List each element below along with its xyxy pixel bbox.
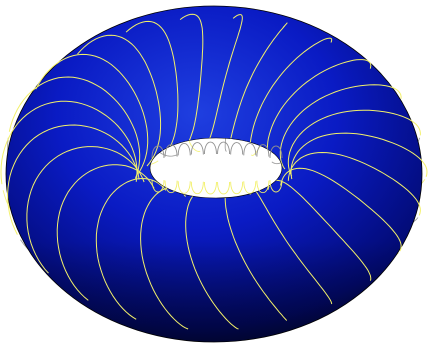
field-line-front-23-0 — [287, 109, 421, 177]
field-line-front-1-1 — [418, 206, 421, 216]
field-line-front-5-1 — [268, 299, 288, 321]
hole-loop-bottom-7 — [243, 181, 257, 194]
hole-loop-bottom-1 — [164, 180, 178, 194]
field-line-front-21-0 — [266, 59, 372, 161]
torus-hole-outline — [149, 137, 283, 199]
field-line-front-20-0 — [249, 37, 333, 155]
field-line-front-12-0 — [0, 100, 138, 182]
hole-loop-top-1 — [164, 144, 178, 157]
field-line-front-6-1 — [213, 303, 239, 330]
field-line-front-17-0 — [179, 13, 204, 154]
field-line-front-14-0 — [35, 53, 149, 175]
torus-rim-shadow — [6, 6, 422, 342]
field-line-front-10-0 — [26, 146, 145, 239]
field-line-front-6-0 — [185, 191, 215, 305]
field-line-front-7-0 — [140, 187, 186, 300]
hole-loop-bottom-9 — [269, 179, 283, 193]
hole-field-lines — [151, 141, 283, 195]
hole-loop-top-9 — [269, 145, 283, 159]
hole-loop-bottom-2 — [177, 181, 191, 194]
field-line-front-13-0 — [8, 76, 141, 179]
hole-loop-bottom-4 — [203, 181, 217, 195]
field-line-front-2-1 — [398, 237, 402, 252]
field-line-front-9-1 — [62, 265, 89, 301]
hole-loop-top-5 — [217, 141, 231, 155]
hole-loop-top-2 — [177, 142, 191, 156]
hole-loop-top-3 — [190, 142, 204, 155]
field-line-front-0-1 — [425, 171, 428, 177]
hole-loop-bottom-6 — [230, 181, 244, 195]
field-line-front-11-0 — [7, 124, 140, 207]
field-line-front-22-0 — [279, 84, 402, 170]
hole-loop-bottom-5 — [217, 181, 231, 195]
field-line-front-3-1 — [364, 265, 372, 281]
hole-loop-top-4 — [203, 141, 217, 155]
field-line-front-4-1 — [320, 286, 333, 305]
field-line-front-15-0 — [77, 34, 162, 167]
hole-loop-top-0 — [151, 145, 165, 159]
field-line-front-18-0 — [201, 14, 243, 152]
field-line-front-10-1 — [29, 237, 49, 274]
hole-loop-bottom-8 — [256, 180, 270, 194]
field-line-front-11-1 — [7, 206, 18, 235]
field-line-front-0-0 — [290, 132, 428, 180]
hole-loop-bottom-0 — [151, 179, 165, 193]
field-line-front-3-0 — [267, 179, 366, 266]
hole-loop-top-8 — [256, 144, 270, 157]
hole-loop-top-7 — [243, 142, 257, 156]
field-line-front-1-0 — [287, 151, 421, 207]
field-line-front-8-1 — [107, 286, 137, 320]
field-line-front-7-1 — [158, 299, 189, 330]
torus-surface-group — [0, 5, 428, 343]
field-line-front-19-0 — [226, 22, 288, 152]
field-line-front-8-0 — [95, 177, 167, 287]
hole-loop-bottom-3 — [190, 181, 204, 195]
field-line-front-12-1 — [0, 171, 3, 185]
field-line-front-16-0 — [125, 20, 179, 160]
hole-loop-top-6 — [230, 142, 244, 155]
field-line-front-4-0 — [249, 188, 321, 287]
